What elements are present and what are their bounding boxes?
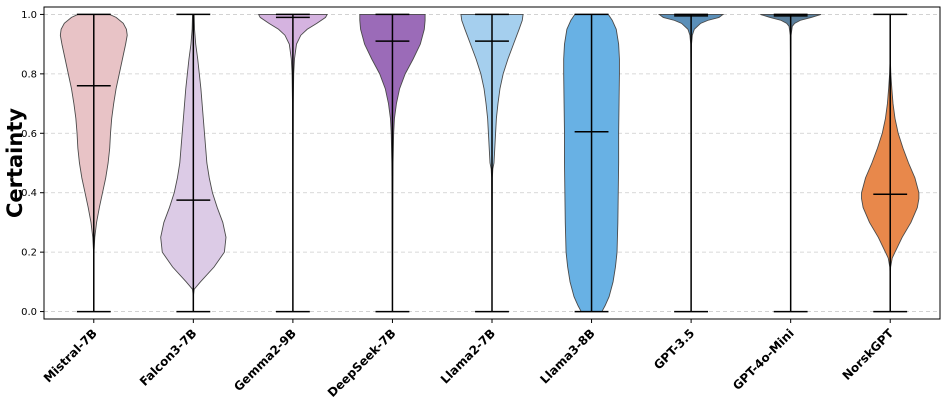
x-axis: Mistral-7B Falcon3-7B Gemma2-9B DeepSeek-7B… bbox=[41, 319, 897, 400]
x-tick-label-5: Llama3-8B bbox=[537, 326, 597, 386]
x-tick-label-3: DeepSeek-7B bbox=[325, 326, 399, 400]
y-tick-label-0: 0.0 bbox=[21, 307, 37, 318]
y-tick-label-4: 0.8 bbox=[21, 69, 37, 80]
y-tick-label-3: 0.6 bbox=[21, 129, 37, 140]
x-tick-label-0: Mistral-7B bbox=[41, 326, 100, 385]
x-tick-label-7: GPT-4o-Mini bbox=[730, 326, 797, 393]
y-tick-label-2: 0.4 bbox=[21, 188, 37, 199]
y-tick-label-5: 1.0 bbox=[21, 10, 37, 21]
violins bbox=[59, 13, 920, 313]
y-axis-label: Certainty bbox=[3, 108, 27, 218]
x-tick-label-8: NorskGPT bbox=[840, 326, 897, 383]
y-tick-label-1: 0.2 bbox=[21, 248, 37, 259]
x-tick-label-6: GPT-3.5 bbox=[651, 326, 697, 372]
y-axis: 0.0 0.2 0.4 0.6 0.8 1.0 bbox=[21, 10, 44, 318]
x-tick-label-4: Llama2-7B bbox=[438, 326, 498, 386]
x-tick-label-1: Falcon3-7B bbox=[137, 326, 200, 389]
x-tick-label-2: Gemma2-9B bbox=[231, 326, 299, 394]
